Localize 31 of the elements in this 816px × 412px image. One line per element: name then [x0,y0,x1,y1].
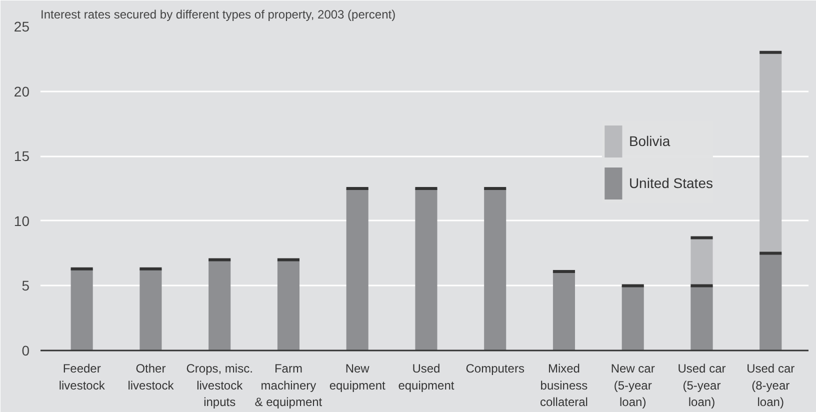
chart-title: Interest rates secured by different types of property, 2003 (percent) [40,8,396,22]
bar [346,188,368,350]
y-tick-label: 25 [14,18,30,34]
legend-label: United States [628,175,713,191]
y-tick-label: 0 [22,342,30,358]
y-tick-label: 20 [14,83,30,100]
bar [552,271,575,350]
x-tick-label: Used car (5-year loan) [678,362,726,410]
bar [277,260,300,350]
x-tick-label: New car (5-year loan) [610,362,655,410]
x-tick-label: Computers [466,362,524,376]
x-tick-label: Mixed business collateral [540,362,588,410]
y-tick-label: 5 [22,278,30,294]
x-tick-label: New equipment [329,362,386,392]
x-tick-label: Feeder livestock [58,362,106,392]
bar [760,253,782,350]
bar [690,286,713,350]
bar [70,268,93,350]
y-tick-label: 10 [14,212,30,229]
x-tick-label: Crops, misc. livestock inputs [186,362,253,410]
x-tick-label: Other livestock [128,362,175,392]
x-tick-label: Used equipment [398,362,455,392]
legend-label: Bolivia [628,133,670,149]
y-tick-label: 15 [14,148,30,164]
bar [622,286,644,350]
x-tick-label: Used car (8-year loan) [746,362,795,410]
bar [484,188,506,350]
bar [415,188,438,350]
bar [208,260,231,350]
bar [140,268,162,350]
x-tick-label: Farm machinery & equipment [254,362,323,410]
